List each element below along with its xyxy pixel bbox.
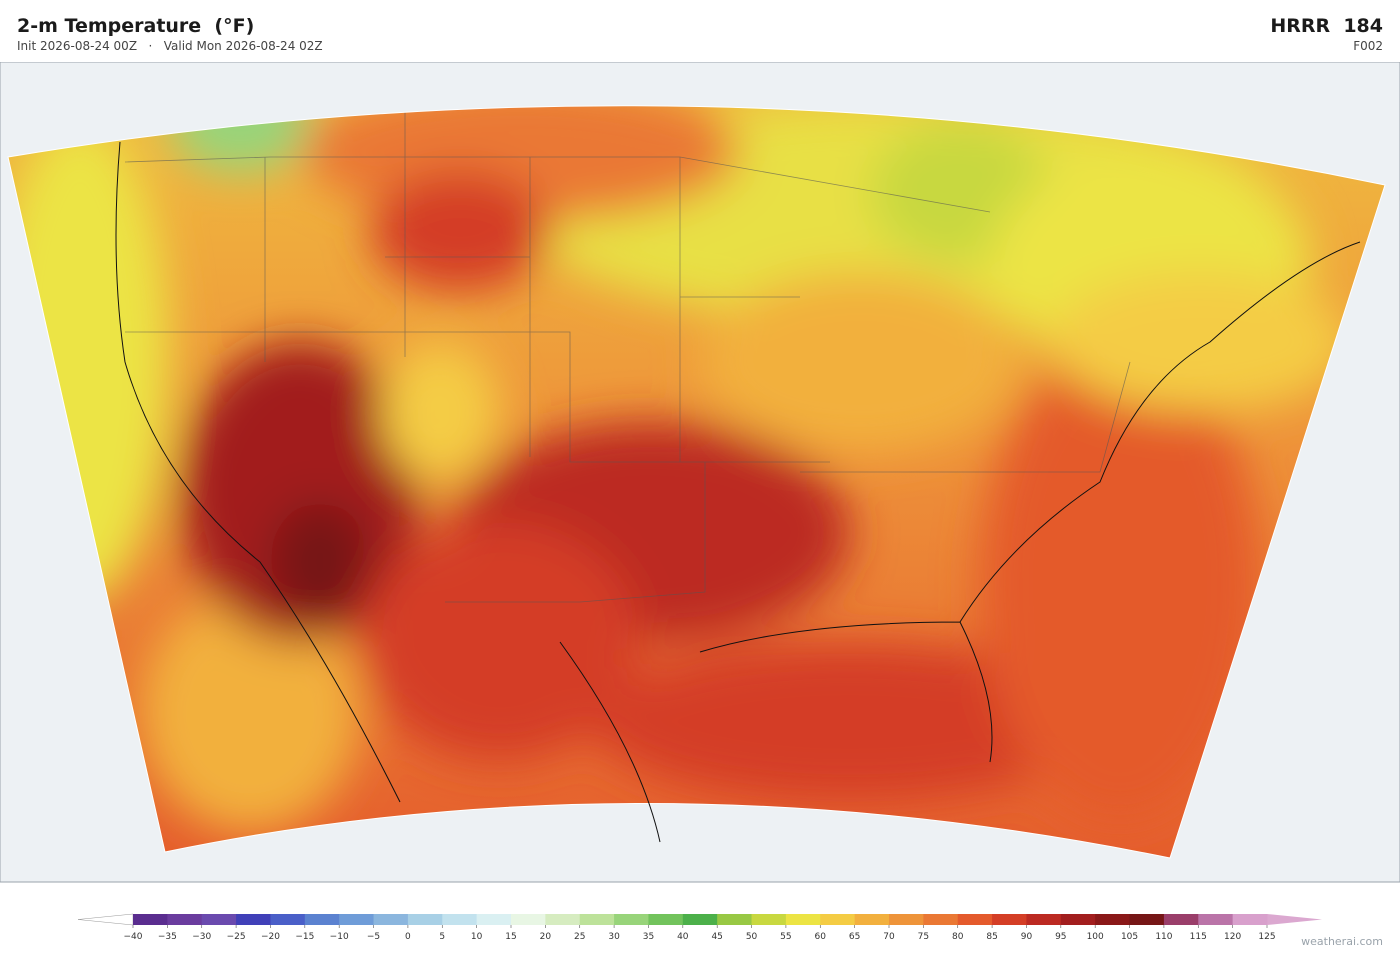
colorbar-tick-label: 45 [711,932,722,942]
colorbar-segment [236,914,271,925]
colorbar-tick-label: −40 [124,932,143,942]
title: 2-m Temperature (°F) [17,15,255,37]
colorbar-segment [1232,914,1268,925]
colorbar-segment [1060,914,1096,925]
colorbar-tick-label: −25 [227,932,246,942]
colorbar-segment [1163,914,1199,925]
colorbar-segment [442,914,478,925]
colorbar-tick-label: 115 [1190,932,1207,942]
colorbar-tick-label: 105 [1121,932,1138,942]
colorbar-segment [614,914,649,925]
colorbar-tick-label: −35 [158,932,177,942]
colorbar-tick-label: 90 [1021,932,1033,942]
watermark: weatherai.com [1301,935,1383,948]
temperature-field [8,105,1385,859]
colorbar-tick-label: 100 [1087,932,1104,942]
colorbar-tick-label: 95 [1055,932,1066,942]
map [0,62,1400,883]
colorbar-segment [1026,914,1062,925]
colorbar-segment [1129,914,1165,925]
colorbar-tick-label: 35 [643,932,654,942]
colorbar-segment [854,914,890,925]
colorbar-tick-label: 25 [574,932,585,942]
forecast-hour: F002 [1353,39,1383,53]
colorbar-segment [785,914,821,925]
colorbar-segment [201,914,237,925]
colorbar-tick-label: 120 [1224,932,1241,942]
colorbar-segment [339,914,375,925]
colorbar-tick-label: 125 [1258,932,1275,942]
colorbar-segment [820,914,856,925]
colorbar-tick-label: 75 [918,932,929,942]
colorbar-extend-high [1267,914,1322,925]
colorbar-segment [1095,914,1131,925]
colorbar-segment [167,914,203,925]
colorbar-segment [751,914,787,925]
colorbar-segment [1198,914,1234,925]
colorbar-segment [373,914,409,925]
colorbar-tick-label: 65 [849,932,860,942]
colorbar-segment [648,914,684,925]
colorbar-segment [476,914,512,925]
colorbar-tick-label: 40 [677,932,689,942]
colorbar-segment [545,914,581,925]
colorbar-segment [717,914,753,925]
colorbar-tick-label: −5 [367,932,380,942]
coastline [115,141,1361,843]
colorbar-tick-label: 30 [608,932,620,942]
colorbar-tick-label: −20 [261,932,280,942]
colorbar-segment [889,914,924,925]
colorbar-tick-label: 10 [471,932,483,942]
colorbar-segment [511,914,546,925]
colorbar-tick-label: 20 [540,932,552,942]
colorbar-tick-label: −10 [330,932,349,942]
colorbar-tick-label: 80 [952,932,964,942]
colorbar-segment [923,914,959,925]
colorbar-segment [304,914,340,925]
colorbar-segment [407,914,443,925]
colorbar-tick-label: 110 [1155,932,1172,942]
colorbar-segment [579,914,615,925]
model-name: HRRR 184 [1270,15,1383,37]
colorbar-extend-low [77,913,134,926]
subtitle: Init 2026-08-24 00Z · Valid Mon 2026-08-… [17,39,323,53]
colorbar-tick-label: 60 [815,932,827,942]
colorbar-tick-label: 50 [746,932,758,942]
colorbar-tick-label: 85 [986,932,997,942]
colorbar-tick-label: −15 [295,932,314,942]
colorbar-segment [957,914,993,925]
colorbar-tick-label: 5 [439,932,445,942]
colorbar-tick-label: 15 [505,932,516,942]
colorbar: −40 −35 −30 −25 −20 −15 −10 −5 0 5 10 15 20 25 30 35 40 4… [77,913,1322,942]
colorbar-tick-label: 0 [405,932,411,942]
domain-edge [7,105,1386,859]
colorbar-segment [270,914,306,925]
colorbar-tick-label: 70 [883,932,895,942]
colorbar-segment [133,914,168,925]
colorbar-segment [992,914,1027,925]
colorbar-segment [682,914,718,925]
colorbar-tick-label: 55 [780,932,791,942]
colorbar-tick-label: −30 [192,932,211,942]
